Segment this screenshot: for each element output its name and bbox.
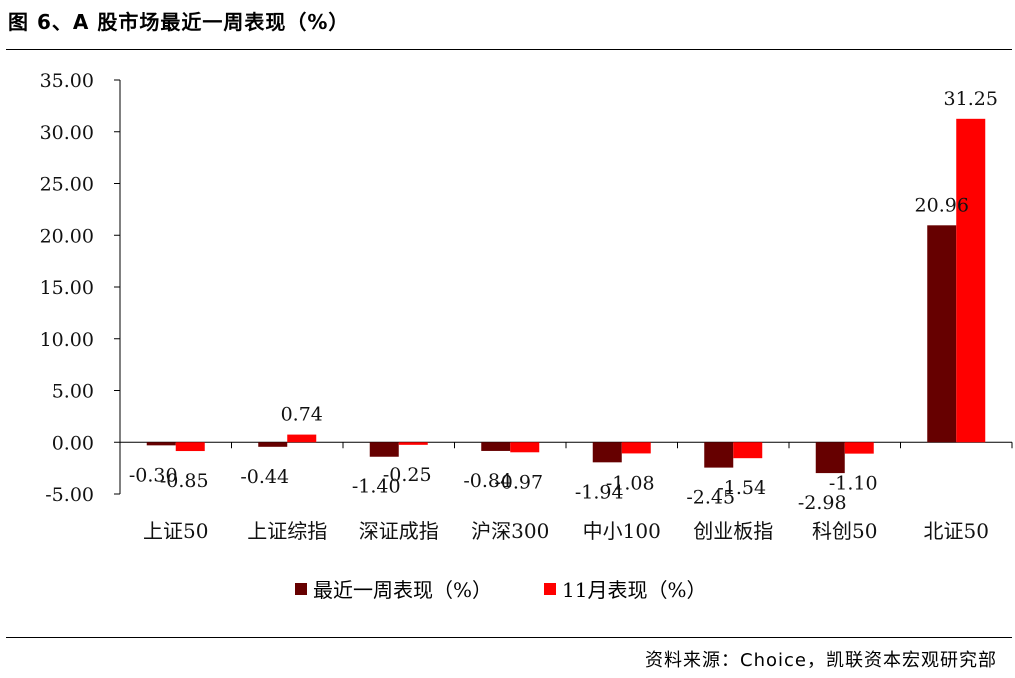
value-label-weekly-6: -2.98 [798, 492, 847, 514]
value-label-weekly-5: -2.45 [686, 487, 735, 509]
y-tick-label: -5.00 [45, 484, 94, 506]
chart-title: 图 6、A 股市场最近一周表现（%） [8, 10, 350, 34]
category-label-7: 北证50 [924, 519, 989, 543]
bar-monthly-7 [956, 118, 986, 443]
category-label-6: 科创50 [812, 519, 877, 543]
value-label-monthly-7: 31.25 [944, 88, 998, 110]
value-label-monthly-1: 0.74 [281, 404, 323, 426]
value-label-weekly-7: 20.96 [915, 194, 969, 216]
value-label-weekly-3: -0.84 [463, 470, 512, 492]
category-label-5: 创业板指 [693, 519, 773, 543]
value-label-weekly-0: -0.30 [129, 464, 178, 486]
value-label-monthly-4: -1.08 [606, 472, 655, 494]
y-tick-label: 30.00 [40, 122, 94, 144]
bar-weekly-1 [258, 442, 288, 447]
bar-monthly-0 [175, 442, 205, 452]
y-tick-label: 10.00 [40, 329, 94, 351]
value-label-monthly-0: -0.85 [160, 470, 209, 492]
bar-monthly-6 [844, 442, 874, 454]
source-note: 资料来源：Choice，凯联资本宏观研究部 [645, 650, 997, 671]
value-label-weekly-4: -1.94 [575, 481, 624, 503]
legend-label-weekly: 最近一周表现（%） [313, 578, 493, 602]
legend-swatch-weekly [295, 582, 307, 595]
category-label-3: 沪深300 [471, 519, 549, 543]
legend-item-weekly: 最近一周表现（%） [295, 574, 492, 603]
value-label-weekly-1: -0.44 [240, 466, 289, 488]
legend: 最近一周表现（%） 11月表现（%） [295, 574, 706, 603]
value-label-weekly-2: -1.40 [352, 476, 401, 498]
bottom-rule [6, 637, 1012, 638]
bar-chart: -5.00 0.00 5.00 10.00 15.00 20.00 25.00 30.00 35… [40, 70, 1013, 543]
category-label-0: 上证50 [143, 519, 208, 543]
legend-swatch-monthly [544, 582, 557, 595]
bar-weekly-3 [481, 442, 511, 451]
bar-weekly-0 [146, 442, 176, 446]
value-label-monthly-3: -0.97 [494, 471, 543, 493]
bar-weekly-5 [704, 442, 734, 468]
y-tick-label: 0.00 [52, 432, 94, 454]
bar-monthly-5 [733, 442, 763, 459]
bar-monthly-2 [398, 442, 428, 445]
value-label-monthly-2: -0.25 [383, 464, 432, 486]
legend-item-monthly: 11月表现（%） [544, 574, 706, 603]
top-rule [6, 49, 1012, 50]
bar-monthly-1 [287, 434, 317, 443]
value-label-monthly-6: -1.10 [829, 473, 878, 495]
value-label-monthly-5: -1.54 [717, 477, 766, 499]
bar-weekly-2 [369, 442, 399, 457]
bar-monthly-3 [510, 442, 540, 453]
y-tick-label: 20.00 [40, 225, 94, 247]
bar-weekly-4 [592, 442, 622, 463]
y-tick-label: 15.00 [40, 277, 94, 299]
y-tick-label: 25.00 [40, 174, 94, 196]
category-label-4: 中小100 [583, 519, 661, 543]
y-tick-label: 5.00 [52, 381, 94, 403]
legend-label-monthly: 11月表现（%） [562, 578, 707, 602]
category-label-2: 深证成指 [359, 519, 439, 543]
y-tick-label: 35.00 [40, 70, 94, 92]
bar-weekly-6 [815, 442, 845, 474]
bar-monthly-4 [621, 442, 651, 454]
category-label-1: 上证综指 [247, 519, 327, 543]
bar-weekly-7 [927, 225, 957, 443]
